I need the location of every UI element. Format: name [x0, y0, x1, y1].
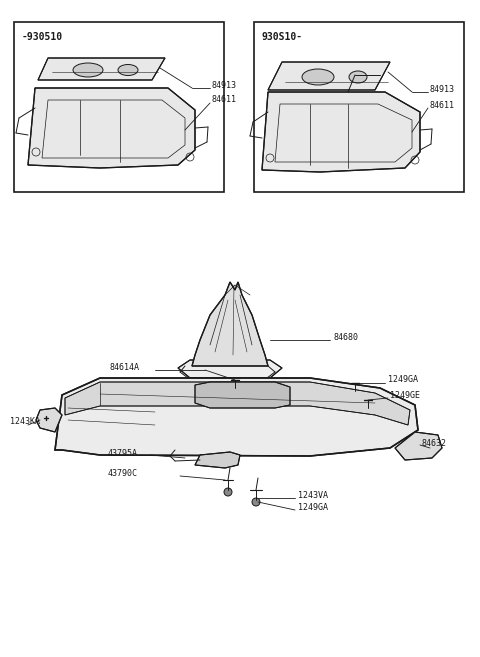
- Polygon shape: [268, 62, 390, 90]
- Text: 1249GE: 1249GE: [390, 392, 420, 401]
- Polygon shape: [195, 382, 290, 408]
- Text: 1243KA: 1243KA: [10, 417, 40, 426]
- Polygon shape: [192, 282, 268, 366]
- Ellipse shape: [118, 64, 138, 76]
- Text: 84611: 84611: [212, 95, 237, 104]
- Bar: [254, 22, 464, 192]
- Text: 84913: 84913: [212, 81, 237, 89]
- Polygon shape: [28, 88, 195, 168]
- Circle shape: [224, 488, 232, 496]
- Text: 84680: 84680: [333, 332, 358, 342]
- Polygon shape: [262, 92, 420, 172]
- Polygon shape: [55, 378, 418, 456]
- Text: 84913: 84913: [430, 85, 455, 93]
- Text: 84632: 84632: [422, 438, 447, 447]
- Ellipse shape: [73, 63, 103, 77]
- Text: 930S10-: 930S10-: [262, 32, 303, 42]
- Ellipse shape: [349, 71, 367, 83]
- Polygon shape: [195, 452, 240, 468]
- Polygon shape: [38, 58, 165, 80]
- Ellipse shape: [302, 69, 334, 85]
- Polygon shape: [178, 360, 282, 378]
- Polygon shape: [395, 432, 442, 460]
- Polygon shape: [36, 408, 62, 432]
- Text: 1249GA: 1249GA: [388, 376, 418, 384]
- Text: 43790C: 43790C: [108, 468, 138, 478]
- Circle shape: [252, 498, 260, 506]
- Text: 84614A: 84614A: [110, 363, 140, 371]
- Text: 84611: 84611: [430, 101, 455, 110]
- Text: 1249GA: 1249GA: [298, 503, 328, 512]
- Bar: [14, 22, 224, 192]
- Polygon shape: [65, 382, 410, 425]
- Text: 1243VA: 1243VA: [298, 491, 328, 499]
- Text: 43795A: 43795A: [108, 449, 138, 457]
- Text: -930510: -930510: [22, 32, 63, 42]
